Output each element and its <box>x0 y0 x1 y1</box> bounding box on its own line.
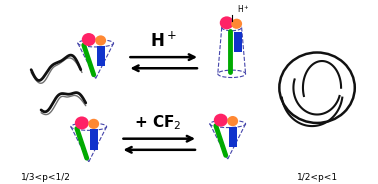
Text: H$^+$: H$^+$ <box>237 3 249 15</box>
Polygon shape <box>97 46 105 66</box>
Text: 1/2<p<1: 1/2<p<1 <box>296 173 338 182</box>
Polygon shape <box>90 129 98 150</box>
Circle shape <box>82 33 96 46</box>
Circle shape <box>214 114 228 127</box>
Polygon shape <box>229 127 237 147</box>
Text: H$^+$: H$^+$ <box>150 31 177 51</box>
Circle shape <box>75 116 89 129</box>
Circle shape <box>88 119 99 129</box>
Polygon shape <box>234 32 242 52</box>
Circle shape <box>231 19 242 29</box>
Circle shape <box>95 35 106 46</box>
Text: + CF$_2$: + CF$_2$ <box>135 114 182 132</box>
Circle shape <box>220 16 234 29</box>
Text: 1/3<p<1/2: 1/3<p<1/2 <box>21 173 71 182</box>
Circle shape <box>227 116 238 126</box>
